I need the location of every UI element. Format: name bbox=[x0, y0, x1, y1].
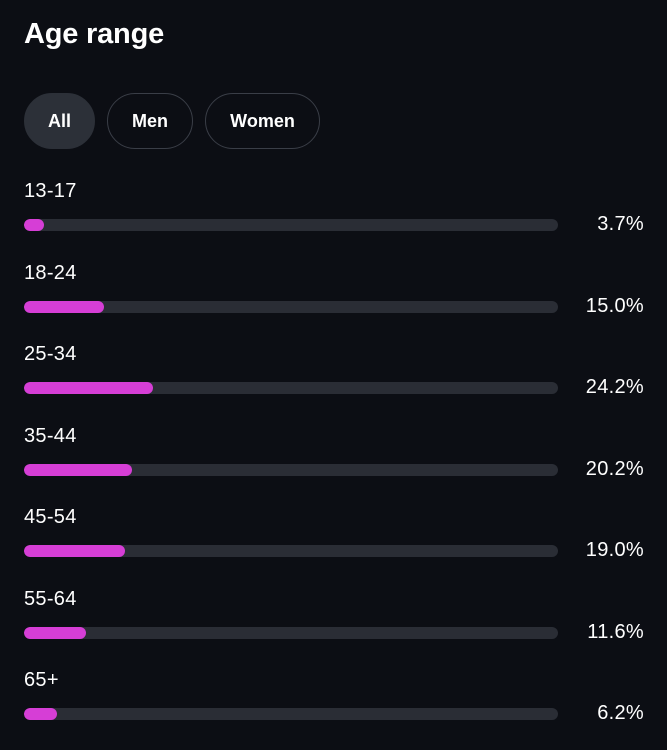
filter-men-button[interactable]: Men bbox=[107, 93, 193, 149]
filter-all-button[interactable]: All bbox=[24, 93, 95, 149]
progress-fill bbox=[24, 300, 105, 313]
percent-value: 11.6% bbox=[587, 620, 644, 643]
age-row-25-34: 25-34 24.2% bbox=[24, 341, 644, 423]
page-title: Age range bbox=[24, 18, 165, 50]
percent-value: 3.7% bbox=[597, 213, 644, 235]
progress-fill bbox=[24, 545, 126, 557]
progress-fill bbox=[24, 626, 86, 639]
progress-track bbox=[24, 626, 558, 639]
progress-track bbox=[24, 300, 558, 313]
progress-fill bbox=[24, 219, 44, 231]
age-row-18-24: 18-24 15.0% bbox=[24, 260, 644, 342]
progress-track bbox=[24, 545, 558, 557]
progress-fill bbox=[24, 463, 132, 476]
age-range-label: 35-44 bbox=[24, 424, 77, 447]
percent-value: 19.0% bbox=[585, 539, 644, 561]
progress-track bbox=[24, 463, 558, 476]
age-range-label: 25-34 bbox=[24, 343, 77, 365]
age-range-label: 55-64 bbox=[24, 587, 77, 610]
age-row-35-44: 35-44 20.2% bbox=[24, 423, 644, 505]
age-row-45-54: 45-54 19.0% bbox=[24, 504, 644, 586]
age-distribution-list: 13-17 3.7% 18-24 15.0% 25-34 24.2% 35-44… bbox=[24, 178, 644, 749]
age-row-65-plus: 65+ 6.2% bbox=[24, 667, 644, 749]
age-range-label: 65+ bbox=[24, 669, 59, 691]
percent-value: 24.2% bbox=[585, 376, 644, 398]
progress-fill bbox=[24, 382, 154, 394]
gender-filter-group: All Men Women bbox=[24, 93, 320, 149]
percent-value: 6.2% bbox=[597, 702, 644, 724]
filter-women-button[interactable]: Women bbox=[205, 93, 320, 149]
age-range-label: 45-54 bbox=[24, 506, 77, 528]
progress-track bbox=[24, 382, 558, 394]
age-range-label: 18-24 bbox=[24, 261, 77, 284]
percent-value: 15.0% bbox=[585, 294, 644, 317]
age-range-label: 13-17 bbox=[24, 180, 77, 202]
progress-track bbox=[24, 708, 558, 720]
progress-track bbox=[24, 219, 558, 231]
progress-fill bbox=[24, 708, 58, 720]
age-row-55-64: 55-64 11.6% bbox=[24, 586, 644, 668]
age-row-13-17: 13-17 3.7% bbox=[24, 178, 644, 260]
percent-value: 20.2% bbox=[585, 457, 644, 480]
